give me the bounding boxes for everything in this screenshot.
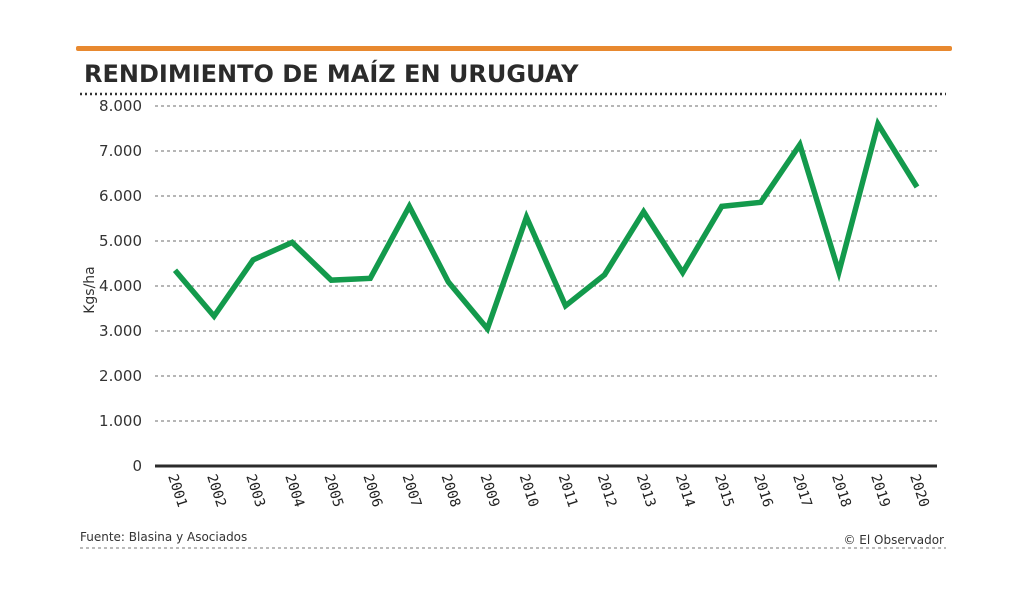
x-tick-label: 2005 [320, 472, 346, 509]
x-tick-label: 2003 [242, 472, 268, 509]
credit-note: © El Observador [843, 533, 944, 547]
x-tick-label: 2019 [867, 472, 893, 509]
y-tick-label: 3.000 [99, 322, 142, 340]
x-tick-label: 2014 [672, 472, 698, 509]
y-tick-label: 7.000 [99, 142, 142, 160]
y-tick-label: 0 [132, 457, 142, 475]
x-tick-label: 2016 [750, 472, 776, 509]
y-tick-label: 1.000 [99, 412, 142, 430]
x-tick-label: 2015 [711, 472, 737, 509]
x-tick-label: 2013 [633, 472, 659, 509]
y-axis-label: Kgs/ha [82, 266, 98, 314]
x-tick-label: 2002 [203, 472, 229, 509]
x-tick-label: 2018 [828, 472, 854, 509]
x-tick-label: 2012 [594, 472, 620, 509]
x-tick-label: 2009 [477, 472, 503, 509]
x-tick-label: 2020 [906, 472, 932, 509]
y-tick-label: 5.000 [99, 232, 142, 250]
x-tick-label: 2011 [555, 472, 581, 509]
x-tick-label: 2001 [164, 472, 190, 509]
x-tick-label: 2010 [516, 472, 542, 509]
x-tick-label: 2008 [438, 472, 464, 509]
y-tick-label: 6.000 [99, 187, 142, 205]
x-tick-label: 2007 [399, 472, 425, 509]
y-tick-label: 4.000 [99, 277, 142, 295]
series-group [172, 117, 920, 335]
accent-bar [76, 46, 952, 51]
x-tick-label: 2004 [281, 472, 307, 509]
chart-title: RENDIMIENTO DE MAÍZ EN URUGUAY [84, 59, 579, 88]
y-tick-labels: 0 1.000 2.000 3.000 4.000 5.000 6.000 7.000 8.00… [99, 97, 142, 475]
y-tick-label: 8.000 [99, 97, 142, 115]
x-tick-labels: 2001 2002 2003 2004 2005 2006 2007 2008 2009 2010… [164, 472, 932, 509]
source-note: Fuente: Blasina y Asociados [80, 530, 247, 544]
gridlines [155, 105, 937, 422]
x-tick-label: 2006 [359, 472, 385, 509]
x-tick-label: 2017 [789, 472, 815, 509]
series-line [172, 117, 920, 335]
y-tick-label: 2.000 [99, 367, 142, 385]
